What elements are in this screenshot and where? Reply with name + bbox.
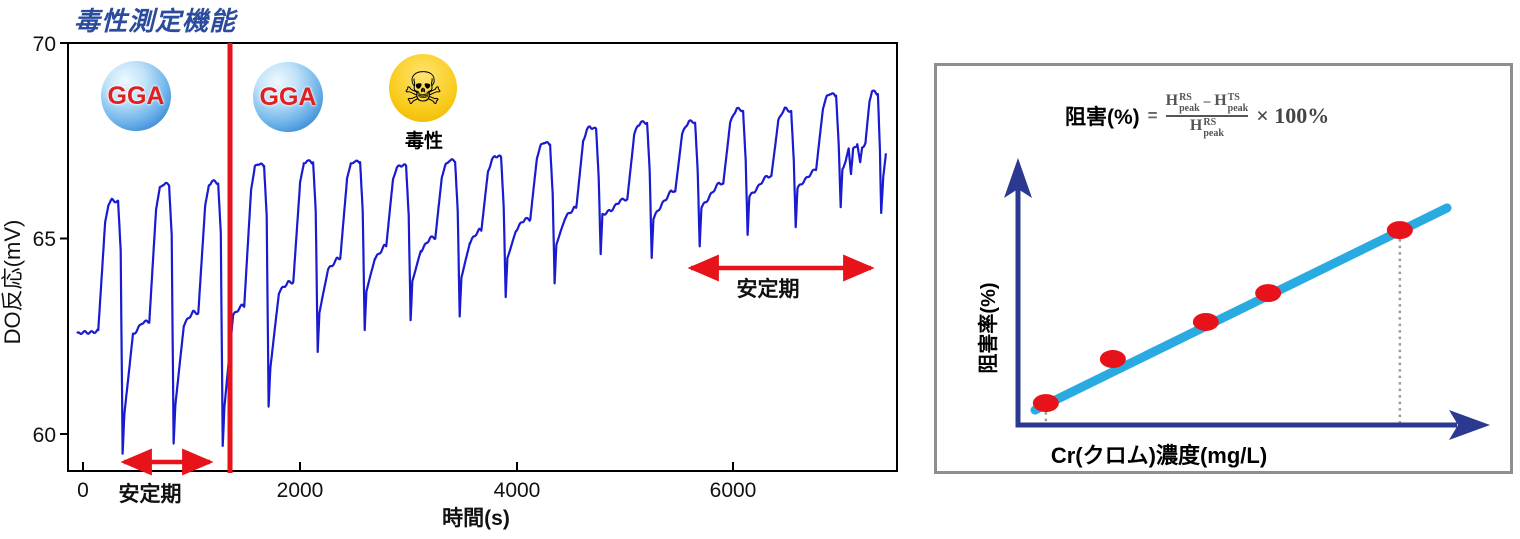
- formula-times-100: × 100%: [1256, 103, 1330, 128]
- stable-period-label-1: 安定期: [119, 482, 182, 506]
- h-base: H: [1214, 92, 1227, 109]
- toxin-label: 毒性: [404, 131, 443, 152]
- formula-numerator: H RS peak − H TS peak: [1166, 93, 1249, 114]
- formula-fraction: H RS peak − H TS peak H RS peak: [1165, 93, 1249, 139]
- y-tick-label-65: 65: [33, 228, 56, 251]
- calibration-trendline: [1030, 203, 1452, 415]
- axes-lines: [1015, 186, 1457, 428]
- sub-peak: peak: [1179, 103, 1200, 114]
- x-axis-label: 時間(s): [442, 506, 510, 530]
- x-axis-arrowhead: [1449, 410, 1490, 440]
- y-tick-label-60: 60: [33, 424, 56, 447]
- sup-rs: RS: [1203, 117, 1217, 128]
- formula-equals: =: [1147, 106, 1158, 125]
- formula-denominator: H RS peak: [1190, 118, 1224, 139]
- data-point: [1386, 221, 1413, 240]
- inhibition-y-axis-label: 阻害率(%): [978, 282, 1000, 374]
- skull-crossbones-icon: ☠: [402, 62, 444, 114]
- y-axis-arrowhead: [1004, 158, 1032, 198]
- toxin-badge: ☠: [389, 54, 457, 122]
- x-tick-label-6000: 6000: [710, 479, 757, 502]
- do-response-trace: [76, 89, 887, 455]
- formula-lhs: 阻害(%): [1065, 106, 1140, 129]
- h-base: H: [1189, 117, 1203, 134]
- gga-label-1: GGA: [107, 81, 165, 110]
- sup-ts: TS: [1227, 92, 1240, 103]
- do-response-chart: 70 65 60 0 2000 4000 6000 DO反応(mV) 時間(s)…: [0, 33, 898, 530]
- sub-peak: peak: [1203, 128, 1224, 139]
- x-tick-label-2000: 2000: [277, 479, 324, 502]
- inhibition-formula: 阻害(%) = H RS peak − H TS peak H RS peak × 100%: [1065, 93, 1329, 139]
- inhibition-chart: [1004, 158, 1490, 440]
- gga-label-2: GGA: [259, 82, 317, 111]
- plot-frame: [67, 42, 898, 472]
- y-tick-label-70: 70: [33, 33, 56, 56]
- y-axis-ticks: [60, 42, 68, 435]
- inhibition-x-axis-label: Cr(クロム)濃度(mg/L): [1050, 443, 1268, 468]
- x-axis-ticks: [82, 462, 734, 471]
- data-point: [1099, 350, 1126, 369]
- data-point: [1255, 284, 1282, 303]
- formula-minus: −: [1202, 95, 1212, 111]
- data-point: [1192, 312, 1219, 331]
- x-tick-label-4000: 4000: [494, 479, 541, 502]
- sub-peak: peak: [1227, 103, 1249, 114]
- stable-period-label-2: 安定期: [737, 277, 800, 301]
- inhibition-panel: 阻害(%) = H RS peak − H TS peak H RS peak × 100%: [934, 63, 1513, 474]
- gga-sphere-1: GGA: [101, 61, 171, 131]
- fraction-bar: [1165, 115, 1249, 117]
- gga-sphere-2: GGA: [253, 62, 323, 132]
- x-tick-label-0: 0: [77, 479, 89, 502]
- data-point: [1032, 394, 1059, 413]
- sup-rs: RS: [1179, 92, 1192, 103]
- trendline-and-points: [1030, 203, 1452, 425]
- h-base: H: [1165, 92, 1179, 109]
- y-axis-label: DO反応(mV): [0, 220, 25, 345]
- page-title: 毒性測定機能: [74, 6, 237, 36]
